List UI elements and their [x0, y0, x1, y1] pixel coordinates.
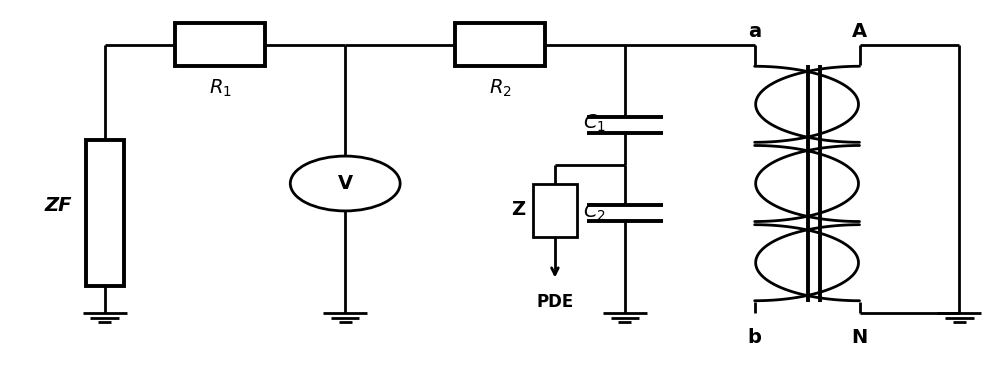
Bar — [533, 184, 577, 236]
Text: $R_1$: $R_1$ — [209, 78, 232, 99]
Text: b: b — [748, 328, 762, 346]
Bar — [86, 139, 124, 286]
FancyBboxPatch shape — [455, 23, 545, 66]
FancyBboxPatch shape — [175, 23, 265, 66]
Text: N: N — [851, 328, 868, 346]
Text: V: V — [338, 174, 353, 193]
Text: A: A — [852, 22, 867, 41]
Text: $C_2$: $C_2$ — [583, 202, 606, 224]
Ellipse shape — [290, 156, 400, 211]
Text: a: a — [748, 22, 761, 41]
Text: PDE: PDE — [536, 293, 574, 311]
Text: ZF: ZF — [45, 196, 72, 215]
Text: Z: Z — [511, 200, 525, 219]
Text: $C_1$: $C_1$ — [583, 113, 606, 134]
Text: $R_2$: $R_2$ — [489, 78, 511, 99]
